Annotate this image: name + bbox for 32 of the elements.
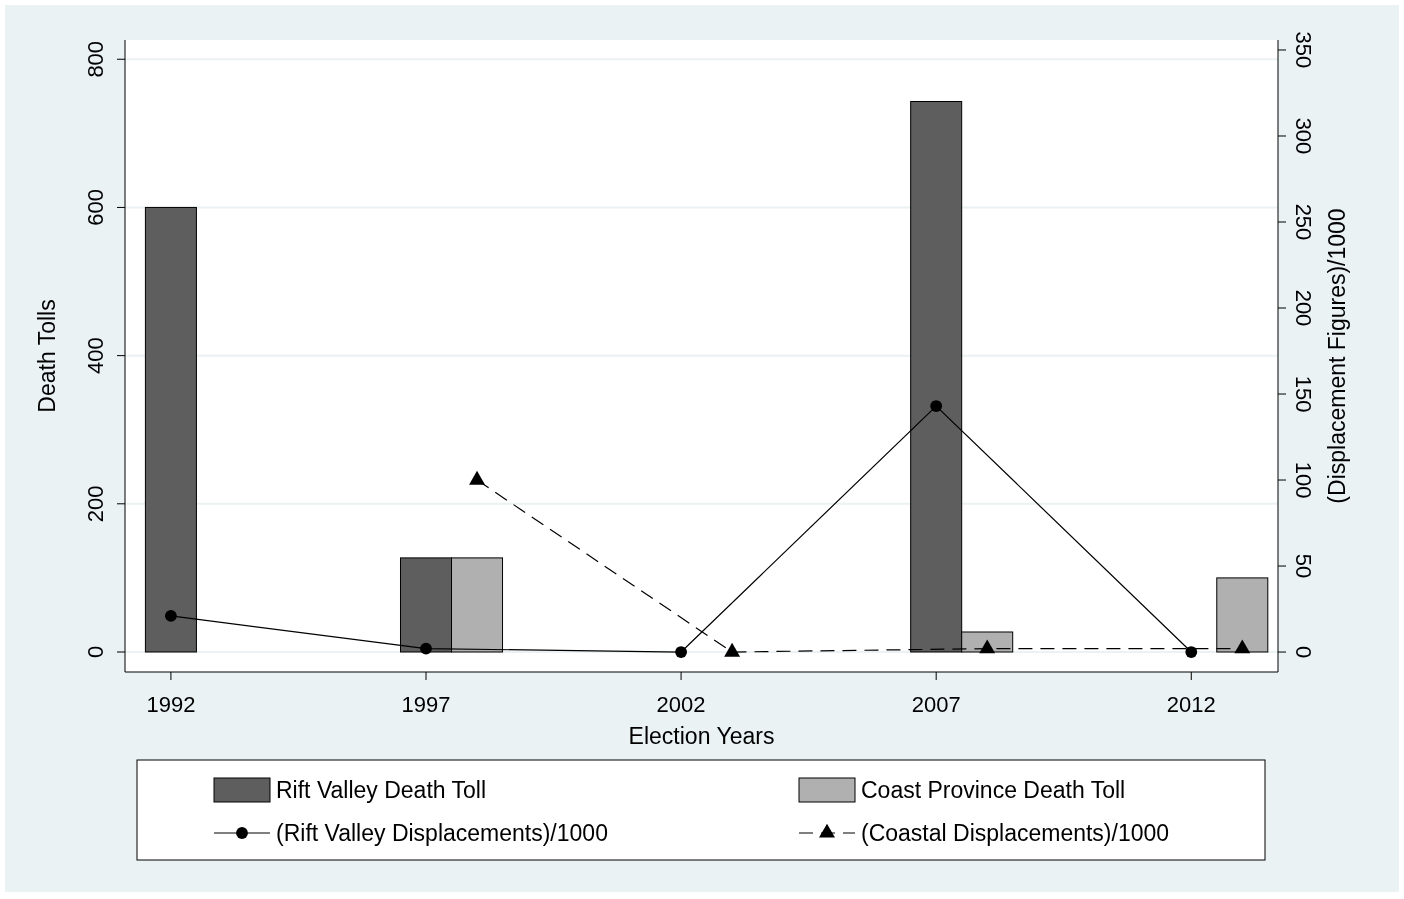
x-tick-label: 2002 xyxy=(656,692,706,717)
x-tick-label: 1997 xyxy=(401,692,451,717)
point xyxy=(675,646,688,658)
point xyxy=(1185,646,1198,658)
x-tick-label: 1992 xyxy=(146,692,196,717)
y2-tick-label: 300 xyxy=(1291,117,1316,155)
y2-tick-label: 0 xyxy=(1291,645,1316,659)
y2-tick-label: 50 xyxy=(1291,553,1316,579)
point xyxy=(165,610,177,622)
x-axis-title: Election Years xyxy=(628,723,775,749)
point xyxy=(930,400,943,412)
y-axis-title: Death Tolls xyxy=(34,299,60,413)
x-tick-label: 2012 xyxy=(1166,692,1216,717)
point xyxy=(420,642,432,655)
point xyxy=(724,642,741,657)
legend-label: Rift Valley Death Toll xyxy=(276,777,487,803)
x-tick-label: 2007 xyxy=(911,692,961,717)
y2-tick-label: 350 xyxy=(1291,31,1316,69)
y2-tick-label: 150 xyxy=(1291,375,1316,413)
y-tick-label: 600 xyxy=(83,189,108,226)
y2-tick-label: 100 xyxy=(1291,461,1316,499)
y-tick-label: 800 xyxy=(83,40,108,78)
y-tick-label: 0 xyxy=(83,645,108,659)
y2-tick-label: 250 xyxy=(1291,203,1316,241)
y-tick-label: 400 xyxy=(83,337,108,374)
legend-label: (Coastal Displacements)/1000 xyxy=(861,820,1170,846)
y2-axis-title: (Displacement Figures)/1000 xyxy=(1324,208,1350,504)
point xyxy=(1234,639,1251,654)
legend-label: Coast Province Death Toll xyxy=(861,777,1126,803)
y2-tick-label: 200 xyxy=(1291,289,1316,327)
legend-label: (Rift Valley Displacements)/1000 xyxy=(276,820,608,846)
y-tick-label: 200 xyxy=(83,485,108,523)
